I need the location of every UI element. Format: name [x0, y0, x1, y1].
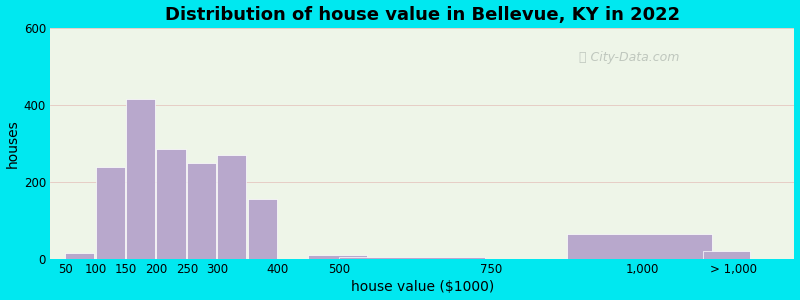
Bar	[157, 149, 186, 259]
Bar	[338, 257, 485, 259]
Bar	[218, 155, 246, 259]
Y-axis label: houses: houses	[6, 119, 19, 168]
Bar	[566, 234, 713, 259]
Bar	[187, 163, 216, 259]
Text: ⓘ City-Data.com: ⓘ City-Data.com	[578, 51, 679, 64]
Bar	[96, 167, 125, 259]
Bar	[66, 253, 94, 259]
Bar	[248, 200, 277, 259]
Bar	[126, 99, 155, 259]
Title: Distribution of house value in Bellevue, KY in 2022: Distribution of house value in Bellevue,…	[165, 6, 680, 24]
Bar	[308, 255, 366, 259]
Bar	[703, 251, 750, 259]
X-axis label: house value ($1000): house value ($1000)	[350, 280, 494, 294]
